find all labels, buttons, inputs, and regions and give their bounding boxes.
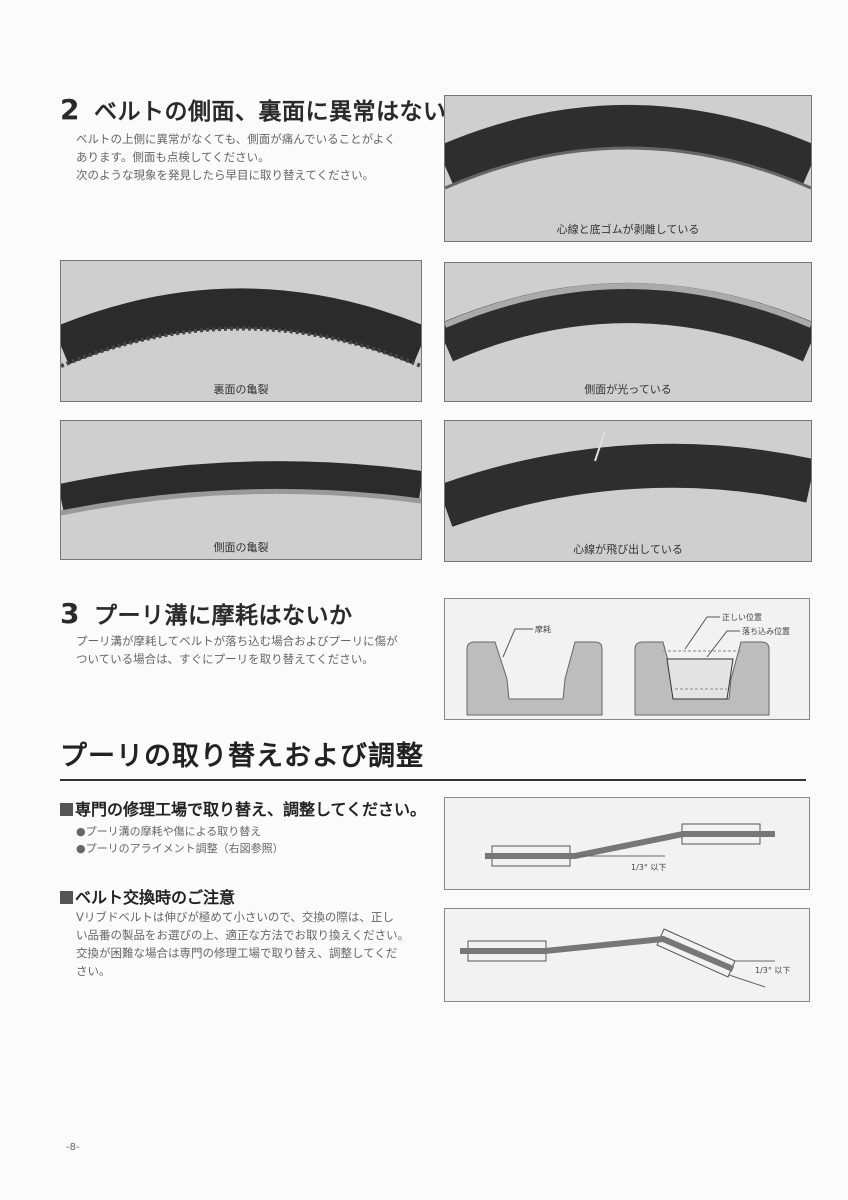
body-line: ついている場合は、すぐにプーリを取り替えてください。 [76,652,374,666]
correct-position-label: 正しい位置 [722,612,762,622]
angle-label: 1/3° 以下 [631,863,666,872]
photo-caption: 心線と底ゴムが剥離している [556,223,700,236]
angle-label: 1/3° 以下 [755,966,790,975]
body-line: い品番の製品をお選びの上、適正な方法でお取り換えください。 [76,928,410,942]
caution-body: Vリブドベルトは伸びが極めて小さいので、交換の際は、正し い品番の製品をお選びの… [76,908,436,980]
body-line: 次のような現象を発見したら早目に取り替えてください。 [76,168,375,182]
wear-label: 摩耗 [535,624,551,634]
body-line: さい。 [76,964,111,978]
body-line: 交換が困難な場合は専門の修理工場で取り替え、調整してくだ [76,946,398,960]
section-3-body: プーリ溝が摩耗してベルトが落ち込む場合およびプーリに傷が ついている場合は、すぐ… [76,632,436,668]
section-3-heading: 3 プーリ溝に摩耗はないか [60,596,352,630]
belt-photo: 側面が光っている [444,262,812,402]
belt-photo: 心線と底ゴムが剥離している [444,95,812,242]
sunk-position-label: 落ち込み位置 [742,626,790,636]
repair-title: 専門の修理工場で取り替え、調整してください。 [75,800,427,819]
section-divider [60,779,806,781]
section-number: 3 [60,597,80,630]
section-2-heading: 2 ベルトの側面、裏面に異常はないか [60,92,470,126]
section-number: 2 [60,93,80,126]
repair-heading: 専門の修理工場で取り替え、調整してください。 [60,796,426,820]
square-bullet-icon [60,891,73,904]
pulley-section-title: プーリの取り替えおよび調整 [60,741,424,772]
body-line: Vリブドベルトは伸びが極めて小さいので、交換の際は、正し [76,910,394,924]
alignment-diagram-offset: 1/3° 以下 [444,797,810,890]
bullet-item: ●プーリのアライメント調整（右図参照） [76,842,284,855]
section-title: ベルトの側面、裏面に異常はないか [93,99,470,125]
belt-photo: 裏面の亀裂 [60,260,422,402]
repair-bullets: ●プーリ溝の摩耗や傷による取り替え ●プーリのアライメント調整（右図参照） [76,823,284,857]
page-number: -8- [66,1142,80,1153]
photo-caption: 裏面の亀裂 [213,383,269,396]
body-line: プーリ溝が摩耗してベルトが落ち込む場合およびプーリに傷が [76,634,398,648]
square-bullet-icon [60,803,73,816]
photo-caption: 側面が光っている [584,383,672,396]
pulley-groove-diagram: 摩耗 正しい位置 落ち込み位置 [444,598,810,720]
caution-title: ベルト交換時のご注意 [75,888,236,907]
belt-photo: 心線が飛び出している [444,420,812,562]
caution-heading: ベルト交換時のご注意 [60,884,235,908]
photo-caption: 側面の亀裂 [213,541,269,554]
photo-caption: 心線が飛び出している [573,543,683,556]
body-line: ベルトの上側に異常がなくても、側面が痛んでいることがよく [76,132,396,146]
bullet-item: ●プーリ溝の摩耗や傷による取り替え [76,825,262,838]
body-line: あります。側面も点検してください。 [76,150,270,164]
section-title: プーリ溝に摩耗はないか [93,603,353,629]
belt-photo: 側面の亀裂 [60,420,422,560]
alignment-diagram-angle: 1/3° 以下 [444,908,810,1002]
section-2-body: ベルトの上側に異常がなくても、側面が痛んでいることがよく あります。側面も点検し… [76,130,436,184]
